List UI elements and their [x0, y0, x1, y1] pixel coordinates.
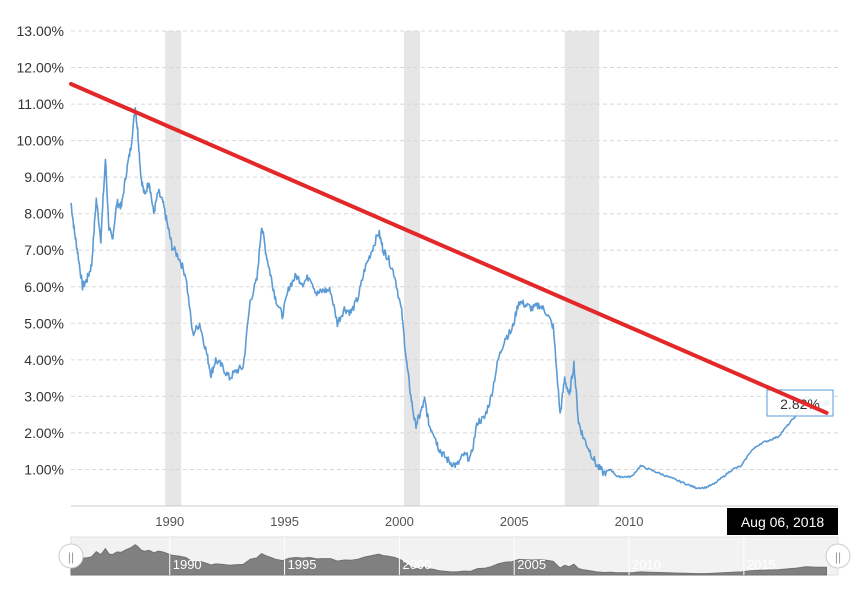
recession-bands [165, 31, 600, 506]
recession-band-2 [564, 31, 600, 506]
x-axis: 1990 1995 2000 2005 2010 [155, 514, 643, 529]
x-tick-label: 2005 [500, 514, 529, 529]
y-tick-label: 8.00% [24, 206, 64, 222]
navigator-tick-label: 1995 [288, 557, 317, 572]
navigator-tick-label: 2000 [402, 557, 431, 572]
navigator-handle-left[interactable] [58, 543, 84, 569]
navigator-handle-glyph: || [68, 550, 74, 564]
y-tick-label: 6.00% [24, 279, 64, 295]
navigator-handle-right[interactable] [825, 543, 851, 569]
x-tick-label: 2000 [385, 514, 414, 529]
crosshair-date-label: Aug 06, 2018 [741, 514, 825, 530]
series-layer [70, 107, 827, 490]
y-tick-label: 11.00% [18, 96, 64, 112]
recession-band-0 [165, 31, 182, 506]
crosshair-date-box [727, 508, 838, 535]
y-tick-label: 12.00% [17, 60, 64, 76]
trendline-tip [764, 384, 829, 415]
x-tick-label: 2010 [615, 514, 644, 529]
y-tick-label: 9.00% [24, 169, 64, 185]
y-tick-label: 3.00% [24, 388, 64, 404]
navigator-tick-label: 1990 [173, 557, 202, 572]
y-tick-label: 2.00% [24, 425, 64, 441]
y-tick-label: 1.00% [24, 461, 64, 477]
tooltip-value: 2.82% [780, 396, 820, 412]
navigator[interactable]: 1990 1995 2000 2005 2010 2015 || || [58, 536, 851, 576]
x-tick-label: 1995 [270, 514, 299, 529]
y-tick-label: 7.00% [24, 242, 64, 258]
y-tick-label: 13.00% [17, 23, 64, 39]
series-line [70, 107, 827, 490]
navigator-tick-label: 2015 [747, 557, 776, 572]
crosshair-label-group: Aug 06, 2018 [727, 508, 838, 535]
trendline [69, 81, 829, 415]
x-tick-label: 1990 [155, 514, 184, 529]
recession-band-1 [403, 31, 421, 506]
y-tick-label: 10.00% [17, 133, 64, 149]
navigator-tick-label: 2005 [517, 557, 546, 572]
grid-lines [71, 30, 838, 507]
y-tick-label: 4.00% [24, 352, 64, 368]
navigator-handle-glyph: || [835, 550, 841, 564]
y-axis: 1.00% 2.00% 3.00% 4.00% 5.00% 6.00% 7.00% 8.00%… [17, 23, 64, 477]
navigator-area [70, 544, 827, 576]
navigator-tick-label: 2010 [632, 557, 661, 572]
trendline-layer [69, 81, 829, 415]
last-value-tooltip: 2.82% [764, 384, 834, 417]
y-tick-label: 5.00% [24, 315, 64, 331]
